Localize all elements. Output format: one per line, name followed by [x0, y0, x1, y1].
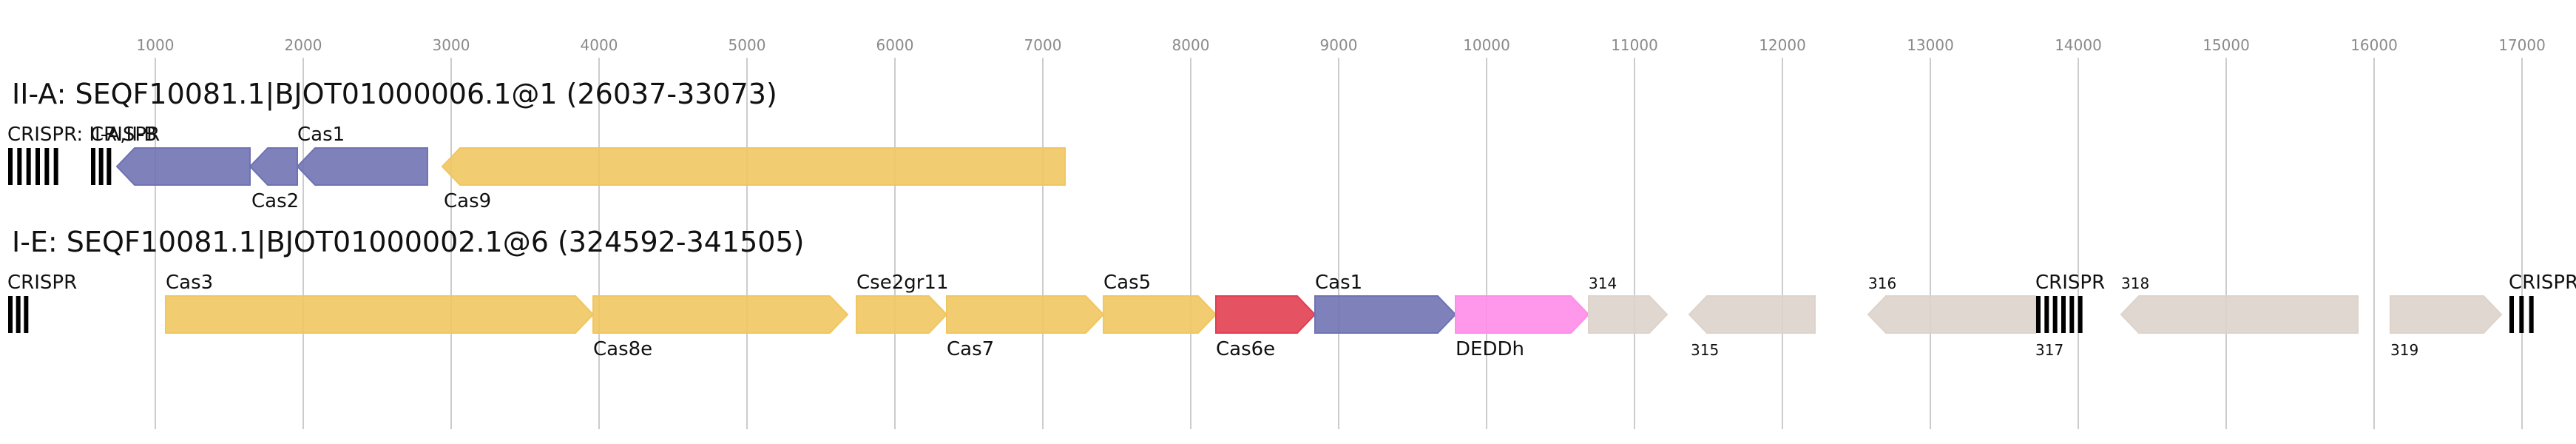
gene-arrow-cse2gr11	[856, 295, 948, 334]
gene-arrow-315	[1688, 295, 1816, 334]
crispr-repeat-bar	[8, 148, 13, 185]
tick-label: 17000	[2498, 36, 2546, 54]
gene-arrow-cas8e	[592, 295, 849, 334]
crispr-repeat-bar	[36, 148, 40, 185]
gene-label: Cas9	[444, 190, 491, 212]
tick-label: 4000	[581, 36, 618, 54]
tick-label: 8000	[1172, 36, 1210, 54]
crispr-label: 317	[2035, 341, 2063, 359]
tick-label: 5000	[728, 36, 766, 54]
tick-label: 6000	[876, 36, 914, 54]
tick-label: 9000	[1320, 36, 1358, 54]
position-ruler: 1000 2000 3000 4000 5000 6000 7000 8000 9000 1000…	[137, 36, 2546, 429]
locus-title: I-E: SEQF10081.1|BJOT01000002.1@6 (32459…	[12, 226, 804, 259]
crispr-repeat-bar	[98, 148, 104, 185]
gene-arrow-cas6e	[1215, 295, 1316, 334]
gene-arrow-deddh	[1455, 295, 1590, 334]
tick-label: 15000	[2203, 36, 2250, 54]
tick-label: 3000	[433, 36, 470, 54]
gene-label: Cas7	[947, 338, 994, 360]
tick-label: 12000	[1759, 36, 1806, 54]
crispr-repeat-bar	[17, 148, 22, 185]
gene-label: Cas5	[1103, 272, 1151, 294]
crispr-repeat-bar	[2529, 296, 2534, 333]
gene-label: 314	[1589, 275, 1617, 292]
gene-label: Cse2gr11	[856, 272, 949, 294]
crispr-repeat-bar	[2036, 296, 2041, 333]
crispr-repeat-bar	[2519, 296, 2524, 333]
gene-arrow-cas1	[1314, 295, 1457, 334]
crispr-repeat-bar	[2078, 296, 2083, 333]
gene-label: 316	[1868, 275, 1896, 292]
tick-label: 14000	[2055, 36, 2102, 54]
crispr-repeat-bar	[26, 148, 31, 185]
locus-track: II-A: SEQF10081.1|BJOT01000006.1@1 (2603…	[7, 78, 1066, 212]
gene-arrow-cas7	[946, 295, 1105, 334]
locus-title: II-A: SEQF10081.1|BJOT01000006.1@1 (2603…	[12, 78, 777, 111]
crispr-repeat-bar	[16, 296, 21, 333]
gene-arrow	[115, 147, 251, 186]
crispr-repeat-bar	[24, 296, 29, 333]
gene-label: 318	[2121, 275, 2149, 292]
gene-label: Cas1	[297, 124, 345, 146]
gene-label: Cas6e	[1216, 338, 1275, 360]
crispr-repeat-bar	[2061, 296, 2066, 333]
tick-label: 13000	[1907, 36, 1954, 54]
crispr-repeat-bar	[2052, 296, 2058, 333]
gene-arrow-316	[1867, 295, 2036, 334]
tick-label: 10000	[1463, 36, 1510, 54]
tick-label: 7000	[1024, 36, 1062, 54]
tick-label: 1000	[137, 36, 175, 54]
gene-label: Cas8e	[593, 338, 652, 360]
gene-label: Cas1	[1315, 272, 1362, 294]
crispr-repeat-bar	[2069, 296, 2075, 333]
crispr-repeat-bar	[8, 296, 13, 333]
tick-label: 2000	[285, 36, 322, 54]
crispr-label: CRISPR	[2035, 272, 2105, 294]
gene-arrow-cas5	[1103, 295, 1217, 334]
crispr-label: CRISPR	[7, 272, 77, 294]
crispr-repeat-bar	[107, 148, 112, 185]
gene-arrow-cas3	[165, 295, 595, 334]
gene-arrow-319	[2390, 295, 2503, 334]
gene-arrow-cas2	[249, 147, 298, 186]
crispr-label: CRISPR: II-A,II-B	[7, 124, 157, 146]
gene-arrow-318	[2120, 295, 2359, 334]
crispr-repeat-bar	[91, 148, 95, 185]
gene-arrow-cas9	[441, 147, 1066, 186]
crispr-repeat-bar	[2509, 296, 2514, 333]
crispr-repeat-bar	[44, 148, 50, 185]
loci-tracks: II-A: SEQF10081.1|BJOT01000006.1@1 (2603…	[7, 78, 2576, 360]
gene-label: 319	[2390, 341, 2418, 359]
gene-label: 315	[1691, 341, 1719, 359]
crispr-label: CRISPR	[90, 124, 160, 146]
gene-arrow-cas1	[296, 147, 428, 186]
crispr-label: CRISPR	[2509, 272, 2576, 294]
crispr-repeat-bar	[53, 148, 58, 185]
gene-arrow-314	[1588, 295, 1669, 334]
tick-label: 16000	[2350, 36, 2398, 54]
locus-track: I-E: SEQF10081.1|BJOT01000002.1@6 (32459…	[7, 226, 2576, 360]
gene-label: Cas3	[166, 272, 213, 294]
gene-label: Cas2	[251, 190, 299, 212]
gene-label: DEDDh	[1456, 338, 1524, 360]
tick-label: 11000	[1611, 36, 1658, 54]
crispr-repeat-bar	[2044, 296, 2049, 333]
